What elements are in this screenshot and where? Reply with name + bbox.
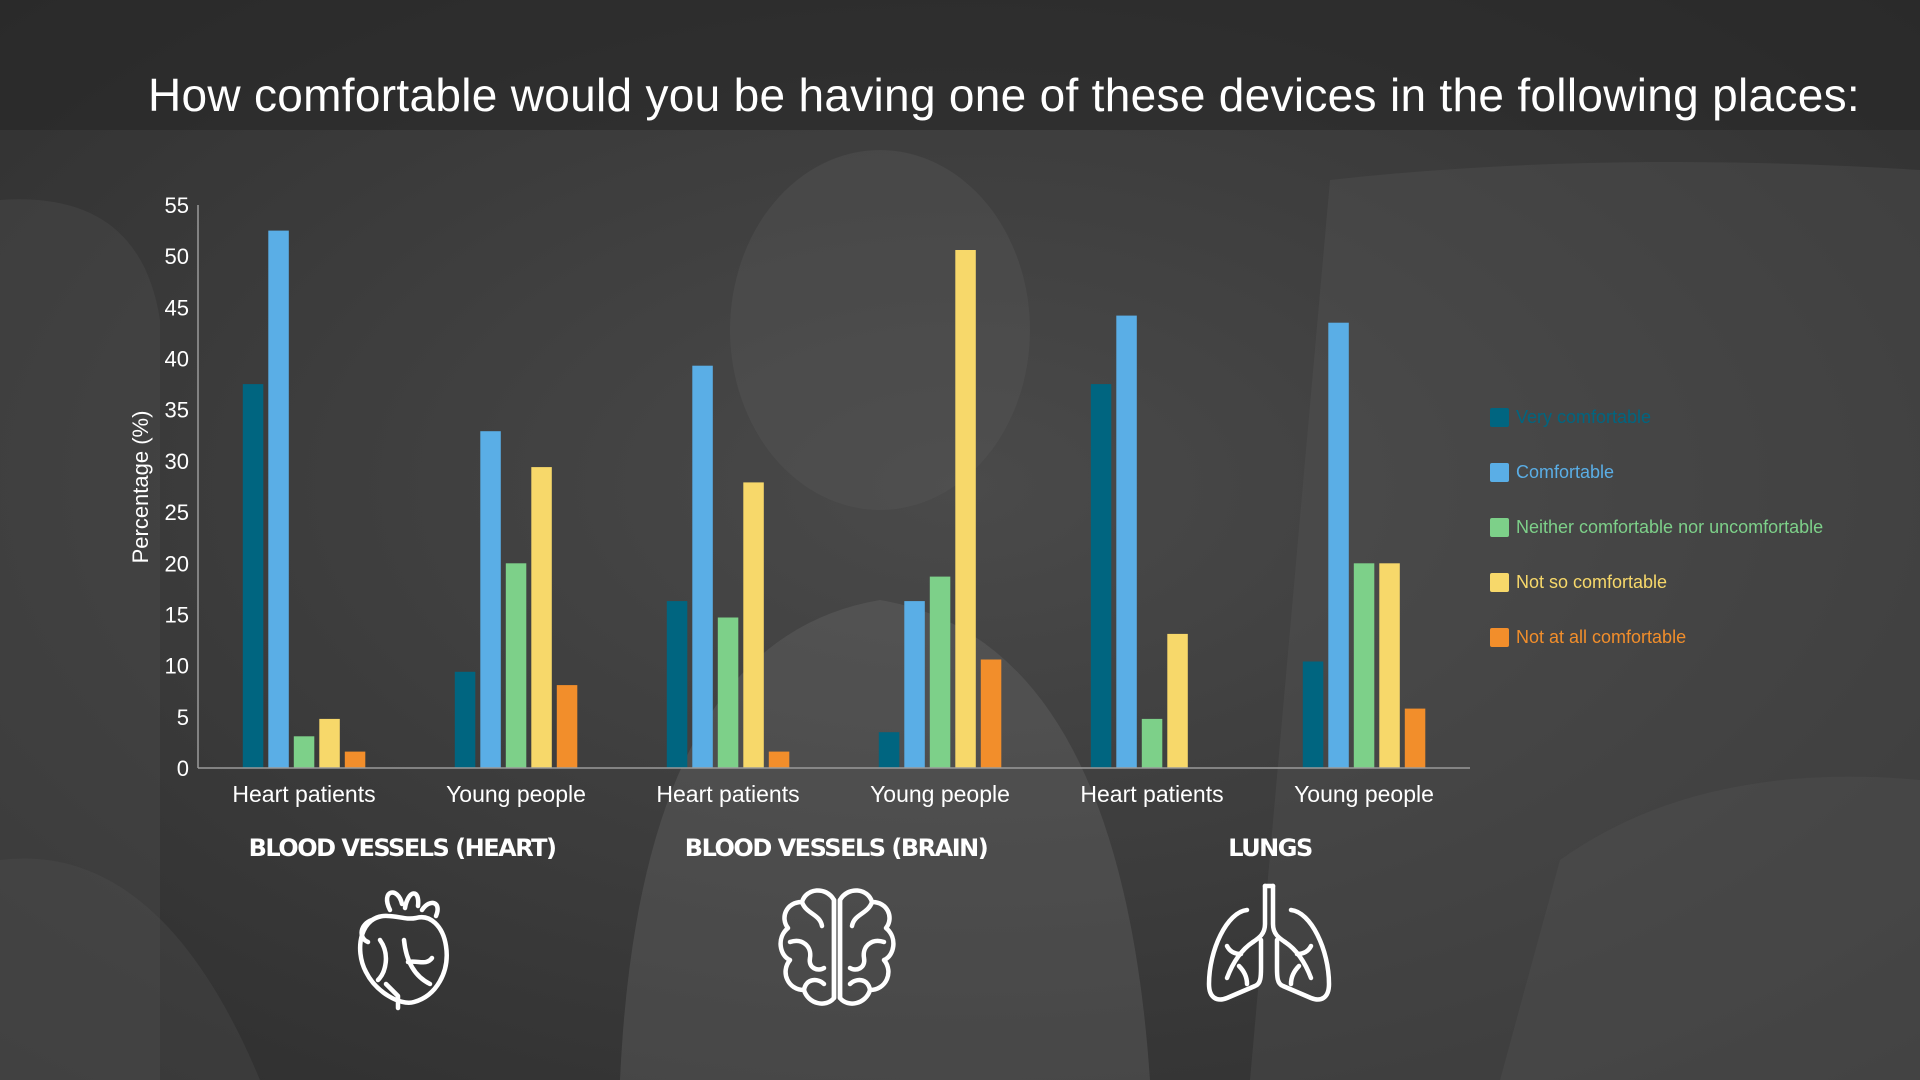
- bar: [692, 365, 713, 768]
- bar: [904, 601, 925, 768]
- y-tick-label: 30: [165, 449, 189, 474]
- bar: [531, 467, 552, 768]
- bar: [454, 671, 476, 768]
- chart-title: How comfortable would you be having one …: [148, 69, 1860, 121]
- y-tick-label: 40: [165, 347, 189, 372]
- legend-item-neither: Neither comfortable nor uncomfortable: [1490, 500, 1890, 555]
- legend-swatch: [1490, 408, 1509, 427]
- bar: [955, 250, 976, 768]
- bar: [1328, 322, 1349, 768]
- bar: [1116, 315, 1137, 768]
- bar: [1379, 563, 1400, 768]
- bar: [293, 736, 315, 768]
- x-tick-label: Heart patients: [1080, 781, 1223, 807]
- y-axis-label: Percentage (%): [128, 411, 153, 564]
- x-tick-label: Young people: [446, 781, 586, 807]
- y-tick-label: 35: [165, 398, 189, 423]
- x-axis: Heart patients Young people Heart patients…: [198, 767, 1470, 807]
- bar: [1090, 384, 1112, 768]
- bar: [743, 482, 764, 768]
- bar: [768, 751, 790, 768]
- x-tick-label: Young people: [1294, 781, 1434, 807]
- y-axis: 0 5 10 15 20 25 30 35 40 45 50 55: [165, 193, 199, 781]
- x-tick-label: Young people: [870, 781, 1010, 807]
- bar: [666, 601, 688, 768]
- group-label-blood-vessels-heart: BLOOD VESSELS (HEART): [248, 834, 557, 862]
- y-tick-label: 45: [165, 295, 189, 320]
- bar: [980, 659, 1002, 768]
- legend-item-very-comfortable: Very comfortable: [1490, 390, 1890, 445]
- bar: [1302, 661, 1324, 768]
- bar: [1167, 633, 1188, 768]
- legend-label: Not at all comfortable: [1516, 627, 1687, 647]
- heart-icon: [357, 890, 449, 1011]
- group-label-lungs: LUNGS: [1228, 834, 1313, 862]
- legend-item-comfortable: Comfortable: [1490, 445, 1890, 500]
- group-label-blood-vessels-brain: BLOOD VESSELS (BRAIN): [684, 834, 989, 862]
- y-tick-label: 5: [177, 705, 189, 730]
- bar: [556, 685, 578, 768]
- lungs-icon: [1206, 883, 1332, 1002]
- legend-item-not-at-all-comfortable: Not at all comfortable: [1490, 610, 1890, 665]
- legend: Very comfortable Comfortable Neither com…: [1490, 390, 1890, 665]
- bar: [1404, 708, 1426, 768]
- bar: [1141, 718, 1163, 768]
- x-tick-label: Heart patients: [232, 781, 375, 807]
- legend-label: Neither comfortable nor uncomfortable: [1516, 517, 1824, 537]
- y-tick-label: 25: [165, 500, 189, 525]
- bar: [929, 576, 951, 768]
- brain-icon: [778, 888, 896, 1006]
- legend-swatch: [1490, 628, 1509, 647]
- y-tick-label: 15: [165, 602, 189, 627]
- legend-item-not-so-comfortable: Not so comfortable: [1490, 555, 1890, 610]
- bar: [242, 384, 264, 768]
- y-tick-label: 55: [165, 193, 189, 218]
- legend-swatch: [1490, 573, 1509, 592]
- legend-label: Not so comfortable: [1516, 572, 1668, 592]
- bars: [242, 230, 1426, 769]
- legend-swatch: [1490, 518, 1509, 537]
- x-tick-label: Heart patients: [656, 781, 799, 807]
- bar: [505, 563, 527, 768]
- bar: [344, 751, 366, 768]
- bar: [480, 431, 501, 768]
- y-tick-label: 0: [177, 756, 189, 781]
- y-tick-label: 10: [165, 654, 189, 679]
- bar: [878, 732, 900, 768]
- bar: [1353, 563, 1375, 768]
- y-tick-label: 20: [165, 551, 189, 576]
- legend-label: Very comfortable: [1516, 407, 1652, 427]
- bar: [268, 230, 289, 769]
- legend-label: Comfortable: [1516, 462, 1615, 482]
- y-tick-label: 50: [165, 244, 189, 269]
- bar: [717, 617, 739, 768]
- legend-swatch: [1490, 463, 1509, 482]
- bar: [319, 718, 340, 768]
